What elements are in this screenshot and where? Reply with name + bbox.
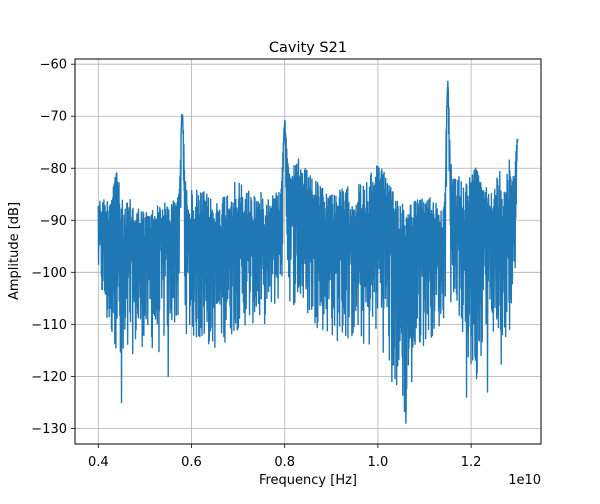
x-tick-label: 0.8: [274, 455, 295, 470]
y-tick-label: −100: [31, 266, 67, 281]
x-tick-label: 0.6: [181, 455, 202, 470]
y-tick-label: −60: [40, 58, 67, 73]
x-tick-label: 1.2: [461, 455, 482, 470]
x-tick-label: 1.0: [368, 455, 389, 470]
y-tick-label: −90: [40, 214, 67, 229]
y-tick-label: −130: [31, 422, 67, 437]
series-line: [97, 80, 519, 424]
plot-area: [97, 80, 519, 424]
x-axis-label: Frequency [Hz]: [259, 473, 357, 488]
axes-frame: [74, 58, 542, 445]
x-axis-offset-label: 1e10: [508, 473, 541, 488]
x-tick-label: 0.4: [88, 455, 109, 470]
y-tick-label: −70: [40, 110, 67, 125]
y-tick-label: −80: [40, 162, 67, 177]
y-axis-label: Amplitude [dB]: [7, 202, 22, 300]
y-tick-label: −110: [31, 318, 67, 333]
x-axis: 0.4 0.6 0.8 1.0 1.2: [88, 444, 481, 470]
y-tick-label: −120: [31, 370, 67, 385]
y-axis: −60 −70 −80 −90 −100 −110 −120 −130: [31, 58, 75, 437]
chart-title: Cavity S21: [269, 40, 347, 56]
